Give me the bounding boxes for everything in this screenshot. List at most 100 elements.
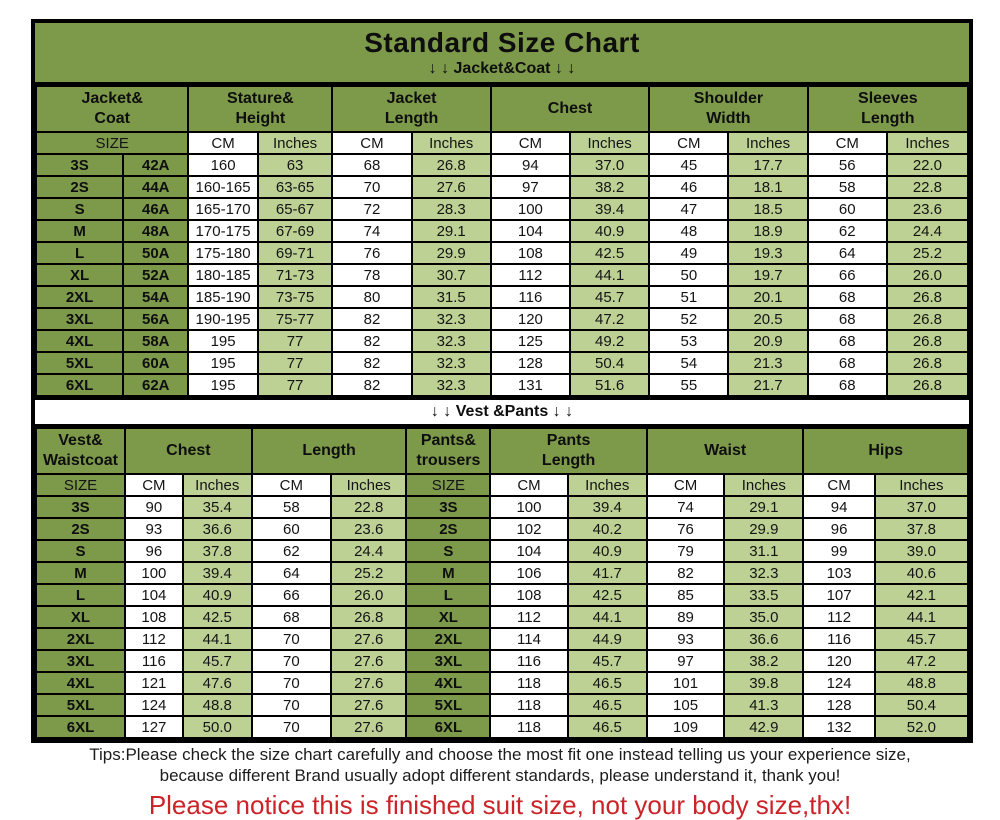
value-cell: 112: [489, 263, 572, 287]
group-header-length: Length: [250, 427, 408, 475]
size-cell: 4XL: [34, 329, 125, 353]
size-cell: S: [35, 539, 126, 563]
size-cell: 42A: [122, 153, 190, 177]
value-cell: 41.3: [723, 693, 805, 717]
value-cell: 32.3: [410, 307, 492, 331]
tips-section: Tips:Please check the size chart careful…: [0, 744, 1000, 820]
value-cell: 165-170: [187, 197, 259, 221]
value-cell: 76: [331, 241, 413, 265]
group-header-pants-trousers: Pants& trousers: [405, 427, 492, 475]
subheader-cm: CM: [489, 473, 569, 497]
table-row: M 100 39.4 64 25.2 M 106 41.7 82 32.3 103 40.6: [35, 561, 970, 585]
value-cell: 104: [124, 583, 184, 607]
subheader-inches: Inches: [568, 131, 651, 155]
value-cell: 50.0: [181, 715, 253, 739]
size-cell: 56A: [122, 307, 190, 331]
value-cell: 74: [331, 219, 413, 243]
value-cell: 80: [331, 285, 413, 309]
table-row: 4XL 58A 195 77 82 32.3 125 49.2 53 20.9 68 26.8: [34, 329, 970, 353]
value-cell: 47.2: [873, 649, 970, 673]
value-cell: 27.6: [329, 627, 408, 651]
value-cell: 39.4: [566, 495, 648, 519]
subheader-inches: Inches: [566, 473, 648, 497]
value-cell: 51.6: [568, 373, 651, 397]
jacket-group-header-row: Jacket& Coat Stature& Height Jacket Leng…: [34, 85, 970, 133]
value-cell: 35.4: [181, 495, 253, 519]
value-cell: 37.8: [181, 539, 253, 563]
value-cell: 54: [648, 351, 730, 375]
value-cell: 50: [648, 263, 730, 287]
size-cell: 6XL: [405, 715, 492, 739]
value-cell: 40.9: [566, 539, 648, 563]
table-row: 4XL 121 47.6 70 27.6 4XL 118 46.5 101 39.8 124 48.8: [35, 671, 970, 695]
value-cell: 109: [645, 715, 726, 739]
value-cell: 68: [806, 373, 888, 397]
value-cell: 23.6: [329, 517, 408, 541]
value-cell: 26.8: [885, 373, 970, 397]
value-cell: 60: [250, 517, 332, 541]
value-cell: 72: [331, 197, 413, 221]
value-cell: 45.7: [873, 627, 970, 651]
value-cell: 45.7: [566, 649, 648, 673]
value-cell: 67-69: [256, 219, 334, 243]
subheader-cm: CM: [187, 131, 259, 155]
value-cell: 50.4: [873, 693, 970, 717]
value-cell: 39.4: [181, 561, 253, 585]
size-cell: L: [405, 583, 492, 607]
table-row: 6XL 127 50.0 70 27.6 6XL 118 46.5 109 42.9 132 52.0: [35, 715, 970, 739]
subheader-inches: Inches: [885, 131, 970, 155]
value-cell: 85: [645, 583, 726, 607]
value-cell: 19.7: [727, 263, 809, 287]
value-cell: 125: [489, 329, 572, 353]
value-cell: 82: [645, 561, 726, 585]
value-cell: 124: [802, 671, 876, 695]
value-cell: 94: [802, 495, 876, 519]
value-cell: 17.7: [727, 153, 809, 177]
value-cell: 21.7: [727, 373, 809, 397]
value-cell: 42.5: [181, 605, 253, 629]
value-cell: 27.6: [329, 715, 408, 739]
value-cell: 19.3: [727, 241, 809, 265]
value-cell: 42.9: [723, 715, 805, 739]
value-cell: 131: [489, 373, 572, 397]
value-cell: 93: [124, 517, 184, 541]
table-row: 2XL 54A 185-190 73-75 80 31.5 116 45.7 51 20.1 68 2…: [34, 285, 970, 309]
size-cell: 60A: [122, 351, 190, 375]
value-cell: 26.0: [329, 583, 408, 607]
value-cell: 53: [648, 329, 730, 353]
value-cell: 40.2: [566, 517, 648, 541]
subheader-size: SIZE: [35, 473, 126, 497]
value-cell: 76: [645, 517, 726, 541]
subheader-cm: CM: [648, 131, 730, 155]
value-cell: 47.2: [568, 307, 651, 331]
value-cell: 82: [331, 351, 413, 375]
group-header-pants-length: Pants Length: [489, 427, 648, 475]
subheader-cm: CM: [802, 473, 876, 497]
value-cell: 68: [331, 153, 413, 177]
size-cell: 2S: [35, 517, 126, 541]
value-cell: 30.7: [410, 263, 492, 287]
value-cell: 104: [489, 539, 569, 563]
value-cell: 118: [489, 715, 569, 739]
value-cell: 21.3: [727, 351, 809, 375]
value-cell: 32.3: [410, 351, 492, 375]
size-cell: L: [35, 583, 126, 607]
value-cell: 94: [489, 153, 572, 177]
table-row: 6XL 62A 195 77 82 32.3 131 51.6 55 21.7 68 26.8: [34, 373, 970, 397]
value-cell: 100: [489, 495, 569, 519]
size-cell: XL: [405, 605, 492, 629]
value-cell: 51: [648, 285, 730, 309]
value-cell: 49: [648, 241, 730, 265]
value-cell: 27.6: [329, 693, 408, 717]
value-cell: 46.5: [566, 715, 648, 739]
value-cell: 68: [806, 307, 888, 331]
subheader-cm: CM: [250, 473, 332, 497]
value-cell: 42.5: [568, 241, 651, 265]
size-cell: M: [35, 561, 126, 585]
value-cell: 24.4: [885, 219, 970, 243]
size-cell: 4XL: [35, 671, 126, 695]
value-cell: 29.9: [410, 241, 492, 265]
value-cell: 116: [489, 649, 569, 673]
size-cell: 46A: [122, 197, 190, 221]
table-row: 3S 90 35.4 58 22.8 3S 100 39.4 74 29.1 94 37.0: [35, 495, 970, 519]
